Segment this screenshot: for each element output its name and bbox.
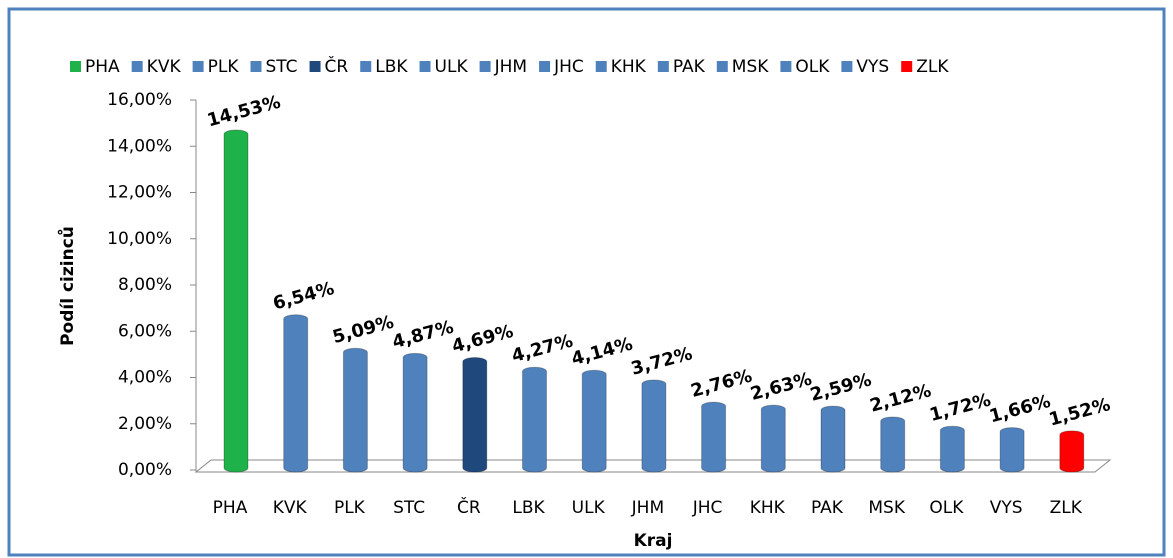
- data-label: 2,12%: [868, 380, 934, 416]
- y-tick-label: 12,00%: [107, 183, 172, 203]
- y-tick-label: 6,00%: [118, 321, 172, 341]
- legend-swatch: [250, 61, 262, 72]
- legend-swatch: [780, 61, 792, 72]
- x-tick-label: ČR: [457, 496, 481, 518]
- legend-label: KVK: [147, 57, 182, 77]
- legend-label: MSK: [732, 57, 769, 77]
- data-label: 1,66%: [987, 391, 1053, 427]
- legend-label: OLK: [795, 57, 830, 77]
- legend-label: JHC: [553, 57, 584, 77]
- legend-label: VYS: [856, 57, 889, 77]
- y-tick-label: 10,00%: [107, 229, 172, 249]
- data-label: 6,54%: [271, 278, 337, 314]
- y-tick-label: 8,00%: [118, 275, 172, 295]
- x-tick-label: KHK: [750, 498, 786, 518]
- x-tick-label: OLK: [929, 498, 964, 518]
- bar: [999, 427, 1025, 473]
- y-tick-label: 14,00%: [107, 136, 172, 156]
- data-label: 4,87%: [390, 317, 456, 353]
- bar: [1059, 430, 1085, 473]
- x-tick-label: JHC: [692, 498, 723, 518]
- legend-label: ČR: [325, 55, 349, 77]
- legend-swatch: [419, 61, 431, 72]
- x-tick-label: PAK: [811, 498, 844, 518]
- bar: [820, 405, 846, 473]
- data-label: 4,27%: [509, 331, 575, 367]
- y-tick-label: 16,00%: [107, 90, 172, 110]
- x-tick-label: ZLK: [1050, 498, 1083, 518]
- data-label: 2,59%: [808, 369, 874, 405]
- x-tick-label: VYS: [990, 498, 1023, 518]
- data-label: 2,63%: [748, 368, 814, 404]
- bar: [402, 352, 428, 473]
- legend-swatch: [131, 61, 143, 72]
- data-label: 3,72%: [629, 343, 695, 379]
- x-tick-label: STC: [393, 498, 425, 518]
- bar: [342, 347, 368, 473]
- x-axis-title: Kraj: [634, 531, 673, 551]
- y-axis-title: Podíl cizinců: [56, 226, 78, 346]
- legend-swatch: [70, 61, 81, 72]
- legend-swatch: [595, 61, 607, 72]
- legend-swatch: [539, 61, 551, 72]
- bar: [223, 129, 249, 473]
- data-label: 14,53%: [205, 92, 283, 132]
- legend-label: KHK: [611, 57, 647, 77]
- bar: [760, 404, 786, 473]
- data-label: 1,72%: [927, 390, 993, 426]
- legend-label: PHA: [85, 57, 120, 77]
- y-tick-label: 4,00%: [118, 368, 172, 388]
- legend-swatch: [479, 61, 491, 72]
- legend-swatch: [657, 61, 669, 72]
- bar: [701, 401, 727, 473]
- bar: [641, 379, 667, 473]
- legend-label: PLK: [208, 57, 240, 77]
- x-tick-label: MSK: [868, 498, 905, 518]
- bar: [522, 366, 547, 473]
- data-label: 2,76%: [689, 365, 755, 401]
- x-tick-label: PHA: [213, 498, 248, 518]
- bar: [939, 425, 965, 473]
- data-label: 5,09%: [330, 312, 396, 348]
- x-tick-label: LBK: [512, 498, 545, 518]
- x-tick-label: KVK: [273, 498, 308, 518]
- legend-swatch: [841, 61, 853, 72]
- x-tick-label: ULK: [572, 498, 606, 518]
- bar: [880, 416, 906, 473]
- legend-swatch: [901, 61, 913, 72]
- legend-swatch: [192, 61, 204, 72]
- x-tick-label: JHM: [631, 498, 664, 518]
- frame: [7, 7, 1166, 557]
- bar: [581, 369, 607, 473]
- legend-label: LBK: [375, 57, 408, 77]
- legend-label: JHM: [494, 57, 527, 77]
- data-label: 1,52%: [1047, 394, 1113, 430]
- x-tick-label: PLK: [334, 498, 366, 518]
- bar: [283, 314, 309, 473]
- legend-swatch: [716, 61, 728, 72]
- y-tick-label: 0,00%: [118, 460, 172, 480]
- legend-label: PAK: [673, 57, 706, 77]
- legend-swatch: [360, 61, 372, 72]
- legend-label: ZLK: [916, 57, 949, 77]
- legend-swatch: [309, 61, 321, 72]
- bar: [462, 357, 488, 473]
- data-label: 4,69%: [450, 321, 516, 357]
- legend-label: STC: [265, 57, 297, 77]
- legend-label: ULK: [435, 57, 469, 77]
- y-tick-label: 2,00%: [118, 414, 172, 434]
- data-label: 4,14%: [569, 334, 635, 370]
